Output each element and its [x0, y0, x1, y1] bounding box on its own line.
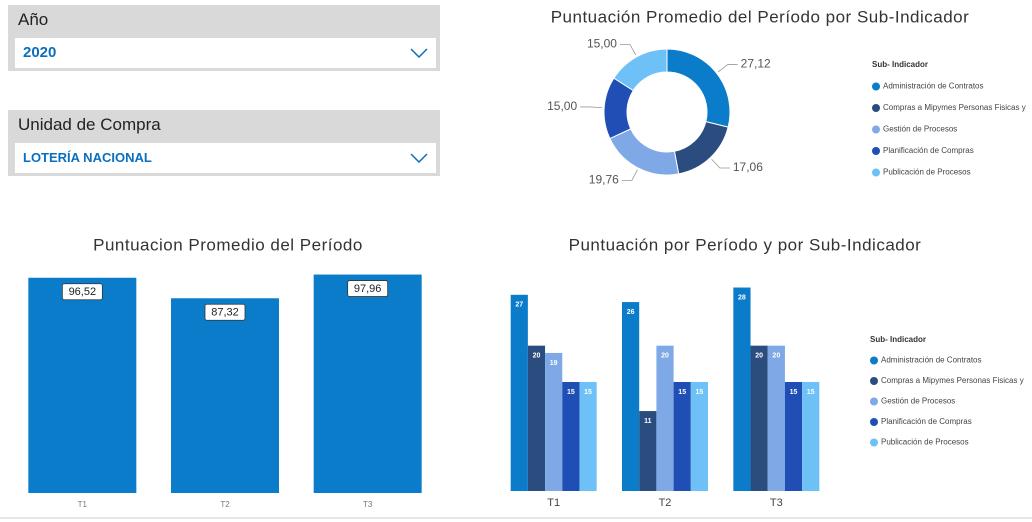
data-label: 26 — [627, 309, 635, 316]
data-label: 17,06 — [733, 160, 763, 174]
legend-marker — [872, 104, 880, 112]
legend-marker — [870, 397, 878, 406]
legend-label: Compras a Mipymes Personas Fisicas y — [881, 376, 1024, 385]
data-label: 15 — [696, 389, 704, 396]
bar — [733, 287, 751, 491]
legend-label: Planificación de Compras — [883, 146, 974, 155]
chart-title: Puntuación Promedio del Período por Sub-… — [551, 7, 970, 26]
legend-marker — [872, 125, 880, 134]
donut-slice — [666, 48, 731, 128]
bar — [562, 382, 580, 491]
legend-marker — [870, 377, 878, 385]
bar — [527, 345, 546, 491]
legend-marker — [872, 82, 880, 91]
slicer-dropdown[interactable]: 2020 — [15, 38, 436, 68]
bar — [767, 345, 785, 491]
legend-label: Publicación de Procesos — [883, 168, 971, 177]
data-label: 19 — [550, 360, 558, 367]
data-label: 11 — [644, 418, 652, 425]
legend-label: Gestión de Procesos — [881, 397, 955, 406]
slicer-dropdown[interactable]: LOTERÍA NACIONAL — [15, 143, 436, 173]
legend-title: Sub- Indicador — [870, 335, 926, 344]
chevron — [410, 153, 428, 163]
data-label: 15 — [790, 389, 798, 396]
leader-line — [580, 106, 603, 109]
legend-label: Compras a Mipymes Personas Fisicas y — [883, 103, 1026, 112]
data-label: 27 — [515, 302, 523, 309]
legend-marker — [872, 147, 880, 155]
x-tick-label: T2 — [220, 500, 230, 509]
data-label: 15,00 — [547, 99, 577, 113]
legend-marker — [870, 356, 878, 365]
legend-title: Sub- Indicador — [872, 60, 928, 69]
donut-slice — [609, 128, 680, 176]
x-tick-label: T1 — [78, 500, 88, 509]
slicer-value: LOTERÍA NACIONAL — [23, 150, 152, 165]
bar — [545, 352, 563, 491]
data-label-box — [61, 283, 103, 301]
bar — [639, 411, 657, 491]
donut-slice — [613, 48, 668, 92]
chart-title: Puntuacion Promedio del Período — [93, 235, 363, 254]
bar — [579, 382, 597, 491]
bar — [784, 382, 803, 491]
x-tick-label: T3 — [770, 497, 783, 509]
leader-line — [717, 64, 738, 73]
data-label: 96,52 — [69, 286, 97, 298]
data-label: 19,76 — [589, 173, 619, 187]
legend-label: Administración de Contratos — [881, 356, 982, 365]
data-label: 15 — [678, 389, 686, 396]
x-tick-label: T1 — [547, 497, 560, 509]
donut-slice — [673, 121, 729, 175]
leader-line — [711, 158, 730, 169]
data-label: 27,12 — [741, 57, 771, 71]
legend-marker — [870, 418, 878, 426]
chevron — [410, 48, 428, 58]
slicer-label: Año — [18, 10, 49, 29]
data-label: 97,96 — [354, 283, 382, 295]
x-tick-label: T3 — [363, 500, 373, 509]
legend-label: Publicación de Procesos — [881, 438, 969, 447]
bar — [510, 294, 528, 491]
bar — [802, 382, 820, 491]
data-label: 15 — [807, 389, 815, 396]
x-tick-label: T2 — [659, 497, 672, 509]
data-label: 28 — [738, 294, 746, 301]
bar — [673, 382, 691, 491]
bar — [622, 302, 640, 491]
data-label: 15 — [584, 389, 592, 396]
legend-marker — [870, 438, 878, 447]
leader-line — [619, 44, 637, 56]
data-label: 20 — [661, 353, 669, 360]
unit-slicer[interactable]: Unidad de Compra LOTERÍA NACIONAL — [8, 110, 440, 176]
data-label: 20 — [533, 353, 541, 360]
slicer-label: Unidad de Compra — [18, 115, 161, 134]
legend-label: Administración de Contratos — [883, 82, 984, 91]
data-label: 20 — [772, 353, 780, 360]
legend-label: Gestión de Procesos — [883, 125, 957, 134]
chart-title: Puntuación por Período y por Sub-Indicad… — [569, 235, 922, 254]
data-label-box — [204, 303, 246, 321]
bar — [28, 277, 137, 493]
slicer-value: 2020 — [23, 44, 57, 61]
data-label-box — [347, 280, 389, 297]
bar — [750, 345, 768, 491]
legend-label: Planificación de Compras — [881, 417, 972, 426]
bar — [171, 298, 279, 493]
year-slicer[interactable]: Año 2020 — [8, 5, 440, 71]
bar — [690, 382, 708, 491]
data-label: 20 — [755, 353, 763, 360]
leader-line — [621, 169, 638, 181]
bar — [313, 274, 422, 493]
data-label: 15,00 — [587, 37, 617, 51]
legend-marker — [872, 168, 880, 177]
bar — [656, 345, 674, 491]
data-label: 87,32 — [211, 307, 239, 319]
data-label: 15 — [567, 389, 575, 396]
